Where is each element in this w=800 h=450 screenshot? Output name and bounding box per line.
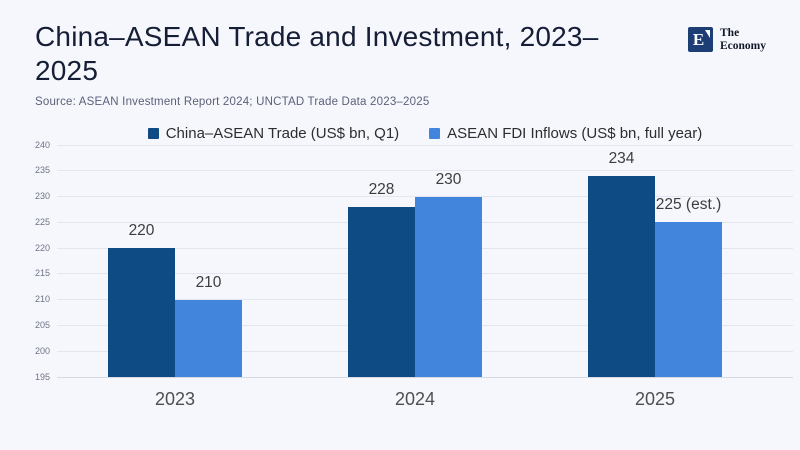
legend-marker-trade — [147, 128, 159, 139]
chart-legend: China–ASEAN Trade (US$ bn, Q1) ASEAN FDI… — [57, 125, 793, 142]
bar-value-label: 220 — [128, 222, 155, 240]
gridline — [57, 170, 793, 172]
bar-2025-series1 — [655, 222, 722, 377]
y-axis-tick-label: 210 — [34, 294, 50, 305]
page-title: China–ASEAN Trade and Investment, 2023–2… — [35, 21, 599, 86]
brand-logo: E The Economy — [688, 27, 776, 52]
legend-item-trade: China–ASEAN Trade (US$ bn, Q1) — [147, 125, 400, 142]
legend-label-trade: China–ASEAN Trade (US$ bn, Q1) — [165, 125, 400, 142]
brand-name: The Economy — [720, 27, 766, 52]
bar-2024-series0 — [348, 206, 415, 377]
y-axis-tick-label: 220 — [34, 242, 50, 253]
logo-mark-icon — [705, 30, 710, 38]
y-axis-tick-label: 240 — [34, 139, 50, 150]
bar-2023-series0 — [108, 248, 175, 377]
y-axis-tick-label: 225 — [34, 216, 50, 227]
gridline — [57, 196, 793, 198]
legend-item-fdi: ASEAN FDI Inflows (US$ bn, full year) — [429, 125, 702, 142]
legend-marker-fdi — [429, 128, 441, 139]
y-axis-tick-label: 215 — [34, 268, 50, 279]
y-axis-tick-label: 195 — [34, 371, 50, 382]
x-axis-label: 2025 — [634, 389, 676, 409]
y-axis-tick-label: 205 — [34, 319, 50, 330]
bar-value-label: 234 — [608, 149, 635, 167]
y-axis-tick-label: 235 — [34, 165, 50, 176]
y-axis-tick-label: 200 — [34, 345, 50, 356]
bar-value-label: 210 — [195, 273, 222, 291]
x-axis-label: 2023 — [154, 389, 196, 409]
gridline — [57, 144, 793, 146]
bar-2025-series0 — [588, 175, 655, 377]
logo-letter: E — [692, 29, 705, 49]
gridline — [57, 376, 793, 378]
source-caption: Source: ASEAN Investment Report 2024; UN… — [35, 96, 430, 108]
bar-2023-series1 — [175, 299, 242, 377]
plot-area: 195 200 205 210 215 220 225 230 235 240 220 210 2023… — [35, 140, 793, 409]
logo-box: E — [688, 27, 713, 52]
bar-2024-series1 — [415, 196, 482, 377]
x-axis-label: 2024 — [394, 389, 436, 409]
bar-value-label: 228 — [368, 180, 395, 198]
legend-label-fdi: ASEAN FDI Inflows (US$ bn, full year) — [447, 125, 703, 142]
bar-value-label: 230 — [435, 170, 462, 188]
bar-value-label: 225 (est.) — [655, 196, 722, 214]
y-axis-tick-label: 230 — [34, 191, 50, 202]
